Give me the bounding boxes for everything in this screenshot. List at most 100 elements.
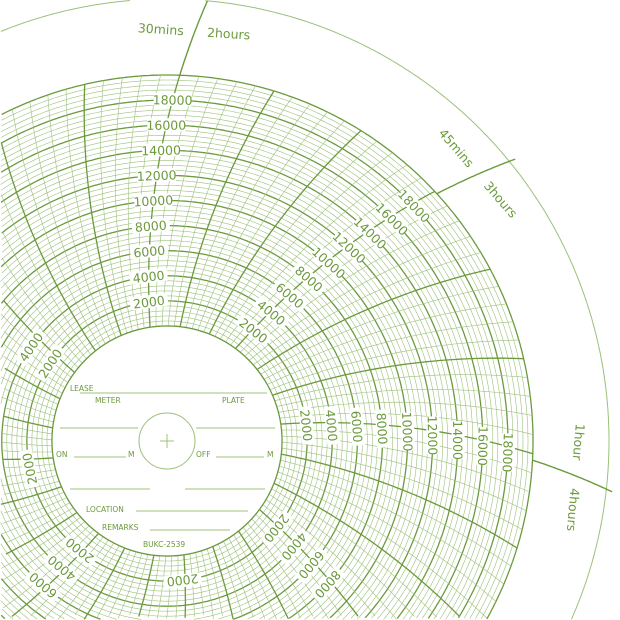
minor-value-circle <box>1 230 378 619</box>
value-label-text: 8000 <box>134 218 167 235</box>
value-label-text: 16000 <box>146 118 186 133</box>
time-label: 1hour <box>570 423 588 462</box>
on-m-label: M <box>128 450 134 459</box>
minor-value-circle <box>1 79 529 620</box>
value-label-text: 10000 <box>133 192 174 209</box>
minor-value-circle <box>1 190 418 620</box>
minor-time-arc <box>263 303 507 380</box>
minor-time-arc <box>266 321 514 385</box>
minor-time-arc <box>219 152 393 340</box>
minor-time-arc <box>248 236 471 361</box>
value-label: 14000 <box>450 420 465 460</box>
minor-value-circle <box>1 104 504 618</box>
minor-time-arc <box>228 537 266 619</box>
minor-time-arc <box>225 164 408 343</box>
value-label-bg <box>133 192 173 208</box>
value-label-bg <box>129 242 169 260</box>
major-time-arc <box>83 547 126 620</box>
value-label-bg <box>426 416 440 455</box>
major-time-arc <box>212 546 234 620</box>
minor-time-arc <box>217 543 243 616</box>
minor-time-arc <box>281 447 523 530</box>
minor-value-circle <box>0 119 489 619</box>
time-label: 2hours <box>207 25 251 43</box>
minor-time-arc <box>2 521 86 581</box>
minor-time-arc <box>278 401 533 416</box>
minor-time-arc <box>2 497 68 524</box>
minor-time-arc <box>2 424 53 435</box>
minor-time-arc <box>223 540 254 618</box>
value-label-bg <box>451 421 465 460</box>
minor-time-arc <box>167 81 238 327</box>
value-label-bg <box>290 261 328 296</box>
value-label: 10000 <box>133 192 174 209</box>
off-m-label: M <box>267 450 273 459</box>
minor-value-circle <box>1 205 403 620</box>
meter-label: METER <box>95 396 121 405</box>
minor-time-arc <box>157 555 167 619</box>
value-label-bg <box>298 405 316 445</box>
value-label-bg <box>131 217 171 234</box>
minor-time-arc <box>3 331 69 383</box>
minor-time-arc <box>239 205 448 353</box>
value-label: 18000 <box>500 432 516 472</box>
minor-value-circle <box>6 280 328 602</box>
value-label: 2000 <box>19 448 40 489</box>
minor-time-arc <box>253 252 481 366</box>
minor-time-arc <box>1 194 92 355</box>
major-value-circle <box>0 149 459 619</box>
value-label: 4000 <box>128 267 169 286</box>
time-label: 4hours <box>564 488 582 532</box>
value-label-bg <box>128 267 169 285</box>
value-label-text: 4000 <box>132 268 165 286</box>
value-label-bg <box>60 533 99 568</box>
value-label-bg <box>141 143 181 157</box>
minor-value-circle <box>0 140 468 620</box>
minor-value-circle <box>0 89 519 619</box>
minor-time-arc <box>108 551 137 616</box>
value-label-bg <box>137 167 176 183</box>
value-label-text: 8000 <box>374 412 391 445</box>
minor-value-circle <box>0 129 479 619</box>
major-time-arc <box>4 367 61 400</box>
minor-time-arc <box>3 281 79 369</box>
minor-time-arc <box>279 465 505 585</box>
minor-time-arc <box>201 550 214 620</box>
location-label: LOCATION <box>86 505 124 514</box>
major-value-circle <box>1 275 333 607</box>
minor-time-arc <box>115 77 133 332</box>
value-label: 4000 <box>323 405 340 445</box>
minor-time-arc <box>260 286 499 375</box>
minor-value-circle <box>21 295 313 587</box>
value-label: 12000 <box>425 415 441 455</box>
minor-time-arc <box>1 433 53 441</box>
value-label-text: 14000 <box>141 142 181 158</box>
minor-time-arc <box>3 388 57 411</box>
minor-time-arc <box>2 232 87 360</box>
remarks-label: REMARKS <box>102 523 139 532</box>
value-label: 2000 <box>297 405 316 445</box>
minor-time-arc <box>96 549 131 619</box>
minor-value-circle <box>1 160 448 620</box>
minor-time-arc <box>214 140 378 337</box>
minor-time-arc <box>277 471 497 602</box>
minor-value-circle <box>11 285 323 597</box>
value-label: 8000 <box>374 409 391 448</box>
value-label: 10000 <box>399 411 416 451</box>
minor-time-arc <box>6 507 74 544</box>
minor-time-arc <box>281 435 530 493</box>
value-label-bg <box>294 546 330 584</box>
value-label-bg <box>310 244 348 281</box>
minor-time-arc <box>127 75 142 330</box>
time-label: 45mins <box>436 126 477 171</box>
minor-value-circle <box>0 109 499 620</box>
minor-time-arc <box>206 548 223 617</box>
minor-time-arc <box>1 376 59 405</box>
value-label: 8000 <box>131 217 171 235</box>
lease-label: LEASE <box>70 384 94 393</box>
on-label: ON <box>56 450 68 459</box>
major-time-arc <box>237 530 289 620</box>
value-label-bg <box>129 292 169 311</box>
